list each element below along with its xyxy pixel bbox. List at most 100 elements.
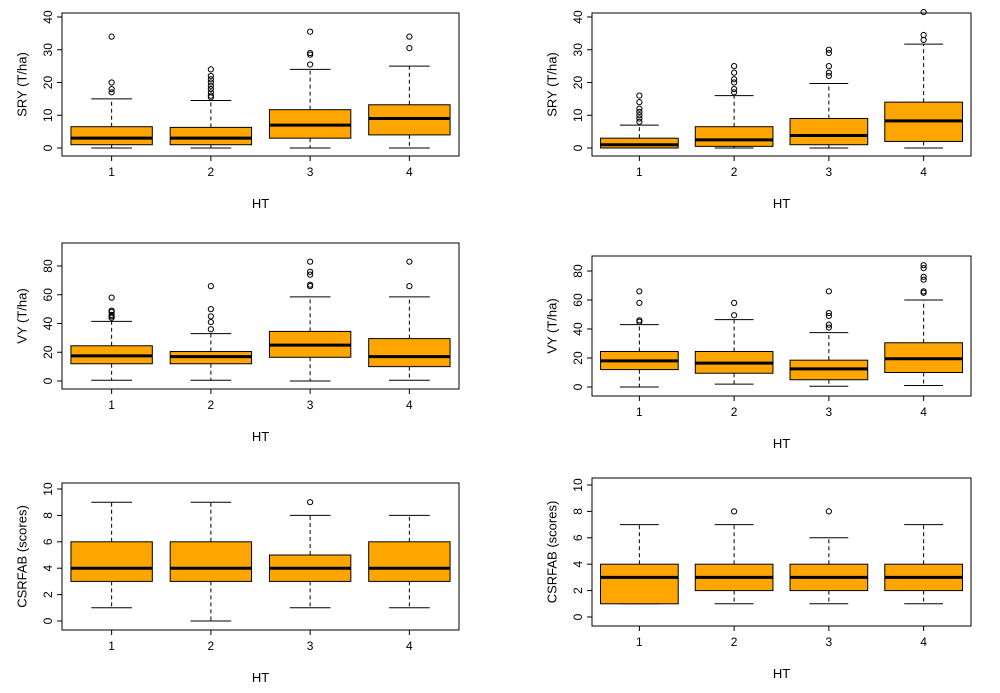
box-1	[600, 524, 679, 605]
y-tick-label: 20	[571, 351, 585, 365]
outlier-point	[825, 69, 832, 76]
y-tick-label: 40	[41, 10, 55, 24]
box-4	[884, 8, 963, 149]
x-axis-title: HT	[252, 429, 269, 444]
x-tick-label: 4	[406, 398, 413, 412]
outlier-point	[207, 326, 214, 333]
outlier-point	[825, 324, 832, 331]
outlier-point	[406, 283, 413, 290]
y-tick-label: 40	[571, 322, 585, 336]
x-axis-title: HT	[773, 666, 790, 681]
outlier-point	[636, 317, 643, 324]
outlier-point	[207, 85, 214, 93]
box-3	[789, 288, 869, 387]
outlier-point	[207, 79, 214, 86]
outlier-point	[307, 61, 314, 68]
outlier-point	[920, 273, 927, 280]
plot-frame	[61, 482, 460, 631]
y-tick-label: 8	[571, 508, 585, 515]
panel-middle-right: 0 20 40 60 80 1 2 3 4 HT VY (T/ha)	[545, 255, 972, 451]
x-axis-title: HT	[252, 670, 269, 685]
x-tick-label: 3	[307, 165, 314, 179]
outlier-point	[825, 508, 832, 515]
outlier-point	[406, 33, 413, 40]
box-iqr	[600, 137, 679, 149]
outlier-point	[731, 69, 738, 76]
x-tick-label: 3	[307, 398, 314, 412]
x-tick-label: 4	[406, 165, 413, 179]
outlier-point	[207, 66, 214, 73]
outlier-point	[920, 276, 927, 283]
y-tick-label: 6	[571, 534, 585, 541]
panel-top-left: 0 10 20 30 40 1 2 3 4 HT SRY (T/ha)	[15, 10, 460, 211]
outlier-point	[825, 63, 832, 70]
outlier-point	[406, 258, 413, 265]
y-tick-label: 10	[571, 478, 585, 492]
y-axis-title: CSRFAB (scores)	[15, 505, 30, 608]
outlier-point	[207, 82, 214, 89]
box-iqr	[694, 126, 774, 147]
box-4	[368, 514, 451, 609]
x-tick-label: 1	[636, 165, 643, 179]
y-axis-title: SRY (T/ha)	[15, 52, 30, 117]
y-tick-label: 60	[571, 293, 585, 307]
x-tick-label: 3	[826, 635, 833, 649]
outlier-point	[636, 105, 643, 112]
box-iqr	[789, 118, 869, 146]
outlier-point	[108, 33, 115, 40]
outlier-point	[108, 85, 115, 93]
y-tick-label: 0	[571, 144, 585, 151]
y-tick-label: 20	[571, 76, 585, 90]
box-2	[169, 283, 253, 381]
outlier-point	[636, 112, 643, 119]
box-iqr	[70, 126, 153, 146]
plot-frame	[61, 242, 460, 390]
outlier-point	[108, 89, 115, 96]
outlier-point	[636, 299, 643, 306]
y-tick-label: 40	[41, 317, 55, 331]
plot-frame	[591, 12, 972, 157]
outlier-point	[207, 92, 214, 99]
outlier-point	[825, 309, 832, 317]
x-tick-label: 1	[108, 165, 115, 179]
y-tick-label: 80	[571, 264, 585, 278]
x-tick-label: 3	[826, 165, 833, 179]
y-tick-label: 0	[571, 613, 585, 620]
outlier-point	[207, 72, 214, 80]
x-tick-label: 2	[208, 639, 215, 653]
x-tick-label: 4	[406, 639, 413, 653]
y-tick-label: 30	[571, 43, 585, 57]
box-3	[268, 499, 352, 609]
y-tick-label: 0	[41, 617, 55, 624]
x-tick-label: 2	[208, 165, 215, 179]
box-1	[70, 33, 153, 149]
x-tick-label: 1	[108, 398, 115, 412]
outlier-point	[731, 312, 738, 319]
y-tick-label: 20	[41, 76, 55, 90]
outlier-point	[825, 49, 832, 57]
outlier-point	[825, 321, 832, 328]
outlier-point	[108, 294, 115, 301]
outlier-point	[307, 271, 314, 278]
x-axis-title: HT	[252, 196, 269, 211]
outlier-point	[207, 89, 214, 96]
plot-frame	[591, 255, 972, 397]
outlier-point	[636, 92, 643, 99]
y-tick-label: 30	[41, 43, 55, 57]
outlier-point	[636, 108, 643, 116]
box-1	[70, 294, 153, 381]
outlier-point	[731, 508, 738, 515]
outlier-point	[920, 31, 927, 39]
y-tick-label: 0	[41, 377, 55, 384]
outlier-point	[636, 288, 643, 295]
x-tick-label: 2	[731, 405, 738, 419]
x-tick-label: 3	[826, 405, 833, 419]
outlier-point	[207, 306, 214, 313]
box-2	[694, 63, 774, 149]
outlier-point	[636, 115, 643, 122]
x-axis-title: HT	[773, 436, 790, 451]
box-4	[884, 524, 963, 605]
